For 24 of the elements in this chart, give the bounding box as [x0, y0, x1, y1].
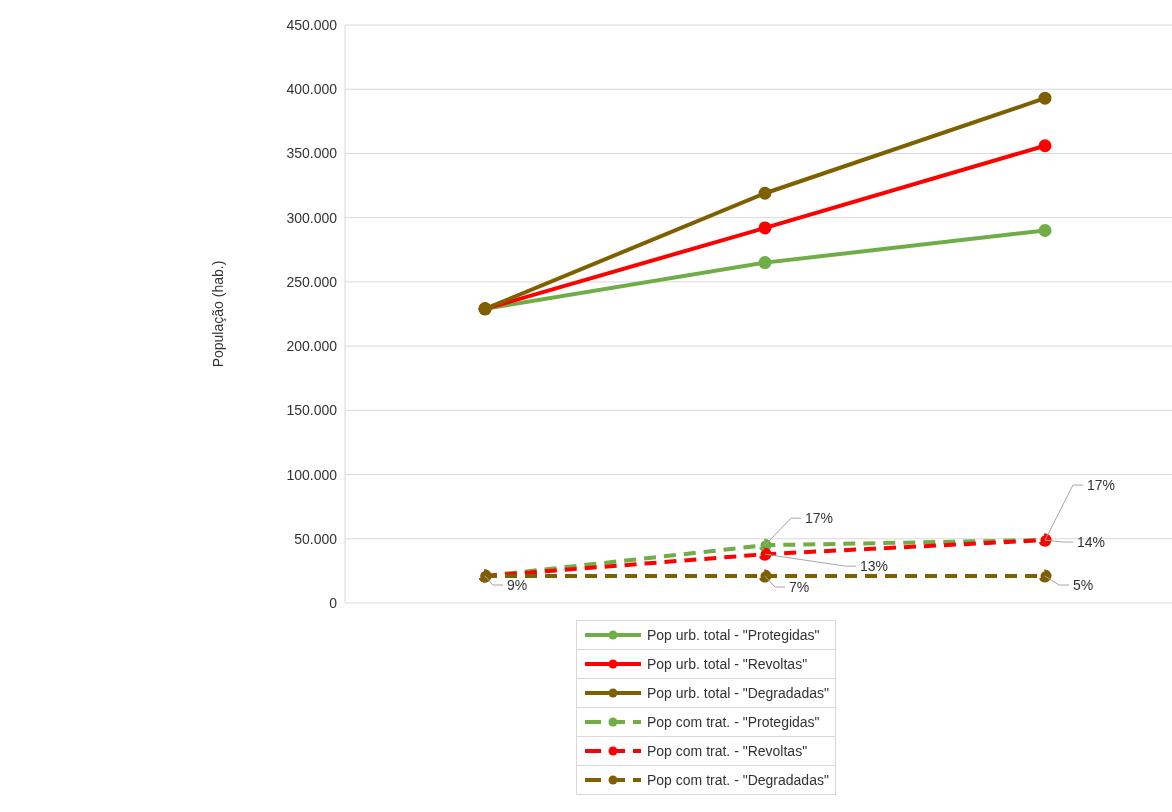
legend-label: Pop urb. total - "Degradadas" [647, 685, 829, 701]
y-tick-label: 0 [329, 594, 338, 611]
legend-label: Pop urb. total - "Protegidas" [647, 627, 820, 643]
y-axis-title: População (hab.) [209, 260, 226, 368]
y-tick-label: 50.000 [294, 530, 338, 547]
annotation: 14% [1077, 534, 1106, 551]
annotation: 9% [507, 577, 528, 594]
annotation: 17% [805, 510, 834, 527]
y-tick-label: 350.000 [286, 145, 338, 162]
y-tick-label: 400.000 [286, 81, 338, 98]
y-tick-label: 200.000 [286, 338, 338, 355]
legend-label: Pop com trat. - "Revoltas" [647, 743, 808, 759]
annotation: 5% [1073, 577, 1094, 594]
legend-label: Pop com trat. - "Degradadas" [647, 772, 829, 788]
y-tick-label: 100.000 [286, 466, 338, 483]
annotation: 7% [789, 579, 810, 596]
annotation: 17% [1087, 477, 1116, 494]
annotation: 13% [860, 558, 889, 575]
y-tick-label: 250.000 [286, 273, 338, 290]
y-tick-label: 150.000 [286, 402, 338, 419]
legend-label: Pop com trat. - "Protegidas" [647, 714, 820, 730]
y-tick-label: 450.000 [286, 16, 338, 33]
y-tick-label: 300.000 [286, 209, 338, 226]
legend-label: Pop urb. total - "Revoltas" [647, 656, 808, 672]
